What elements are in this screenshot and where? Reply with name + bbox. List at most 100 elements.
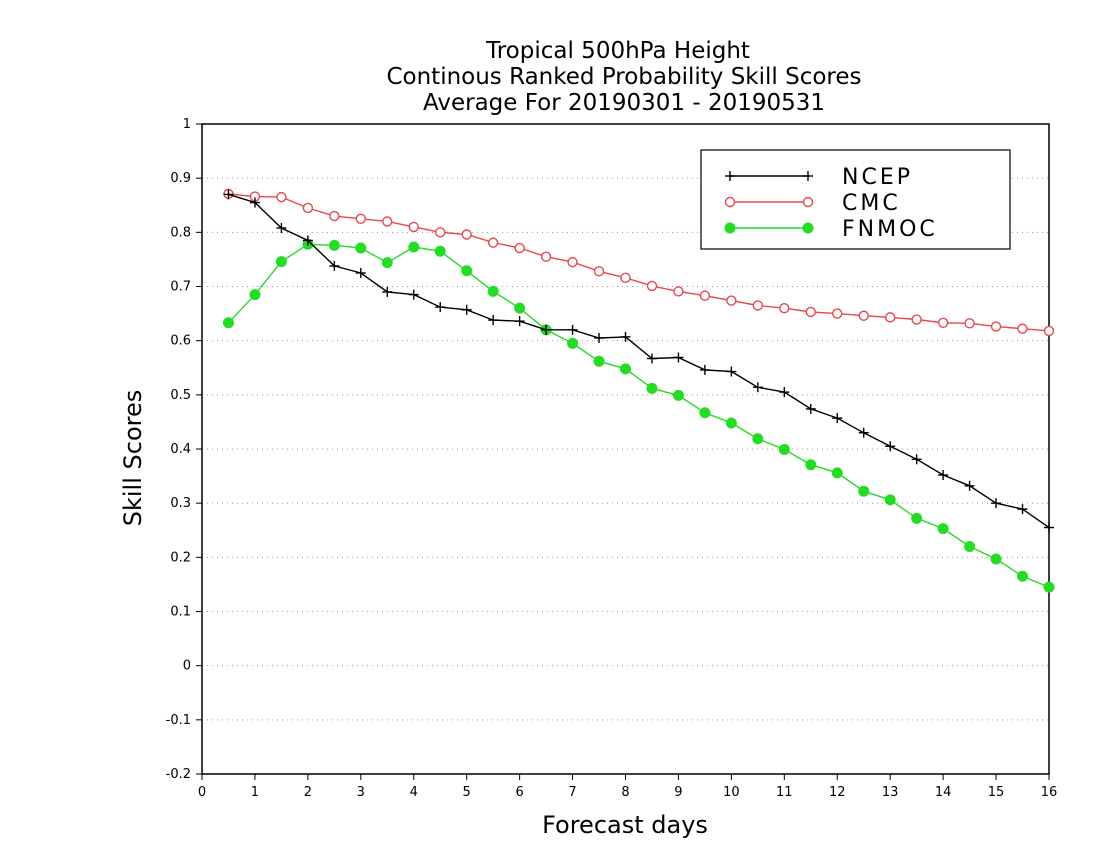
data-point [276,223,287,233]
data-point [990,553,1002,565]
x-tick-label: 12 [829,785,846,800]
data-point [434,245,446,257]
data-point [382,216,393,227]
data-point [752,300,764,311]
y-tick-label: 0.7 [170,280,191,295]
data-point [724,222,736,234]
data-point [1017,504,1028,515]
data-point [435,302,446,313]
y-tick-label: 0.1 [170,605,191,620]
data-point [1017,323,1028,334]
y-tick-label: 0.8 [170,225,191,240]
data-point [408,241,420,253]
data-point [514,316,525,327]
data-point [803,171,813,181]
series-line [228,193,1050,529]
y-tick-label: -0.2 [166,767,191,782]
data-point [567,337,579,349]
y-tick-label: 0.2 [170,550,191,565]
data-point [911,314,922,325]
data-point [673,352,684,363]
legend-item-fnmoc: FNMOC [724,217,938,242]
y-tick-label: -0.1 [166,713,191,728]
x-tick-label: 14 [935,785,952,800]
y-tick-label: 0.4 [170,442,191,457]
series-cmc [223,188,1055,337]
x-tick-label: 8 [621,785,629,800]
y-tick-label: 0 [183,659,191,674]
y-tick-label: 0.5 [170,388,191,403]
data-point [726,366,737,377]
data-point [275,256,287,268]
data-point [514,242,525,254]
data-point [673,286,684,297]
data-point [832,413,843,424]
legend-box [700,149,1011,250]
data-point [911,512,923,524]
data-point [541,324,552,335]
data-point [620,363,631,375]
data-point [276,191,287,203]
gridlines [202,177,1049,721]
data-point [461,304,472,315]
data-point [408,221,419,233]
data-point [646,280,658,292]
data-point [646,353,657,364]
x-tick-label: 7 [568,785,576,800]
x-tick-label: 6 [515,785,523,800]
data-point [461,265,473,277]
data-point [937,317,949,328]
data-point [805,459,817,471]
chart-title-line-1: Tropical 500hPa Height [485,38,750,64]
legend-label: FNMOC [842,217,938,242]
data-point [567,324,578,335]
data-point [223,189,234,200]
data-point [461,229,472,240]
x-tick-label: 4 [410,785,418,800]
series-line [227,243,1050,588]
data-point [699,407,711,419]
data-point [567,256,578,268]
series-ncep [223,189,1054,533]
data-point [355,213,367,224]
data-point [779,302,790,314]
data-point [752,382,763,393]
x-tick-label: 16 [1041,785,1058,800]
x-tick-label: 3 [357,785,365,800]
data-point [699,290,711,301]
data-point [514,302,526,314]
data-point [964,541,976,552]
y-tick-label: 0.3 [170,496,191,511]
data-point [329,210,340,222]
data-point [382,286,393,297]
data-point [620,331,631,342]
data-point [779,387,790,398]
data-point [672,389,684,401]
legend-label: CMC [842,191,901,216]
data-point [725,417,737,429]
data-point [302,202,314,214]
data-point [724,196,736,208]
chart-title-line-3: Average For 20190301 - 20190531 [423,90,825,116]
data-point [487,237,499,248]
data-point [831,467,843,479]
data-point [329,260,340,271]
data-point [540,251,552,262]
x-tick-label: 10 [723,785,740,800]
data-point [1043,325,1055,337]
data-point [699,364,710,375]
x-tick-label: 15 [988,785,1005,800]
y-tick-label: 0.6 [170,334,191,349]
x-tick-label: 2 [304,785,312,800]
data-point [302,235,313,246]
data-point [964,318,975,329]
data-point [884,494,896,506]
data-point [991,498,1002,509]
data-point [355,267,366,278]
data-point [884,312,896,323]
data-point [408,289,419,300]
data-point [328,239,340,251]
x-tick-label: 0 [198,785,206,800]
data-point [858,310,869,321]
